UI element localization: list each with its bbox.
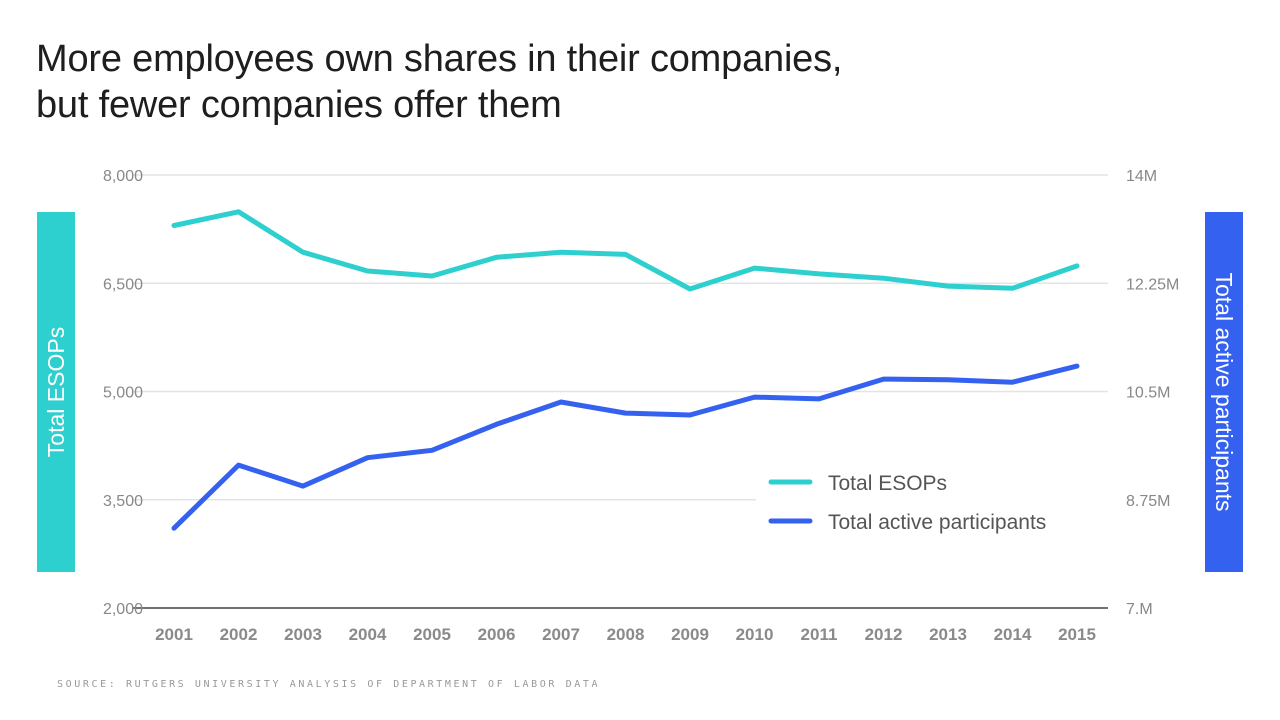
legend-label-participants: Total active participants xyxy=(828,511,1046,534)
left-axis-label-bar xyxy=(37,212,75,572)
series-lines xyxy=(171,209,1080,531)
x-tick-label: 2006 xyxy=(478,625,516,644)
x-tick-label: 2015 xyxy=(1058,625,1096,644)
left-tick-label: 5,000 xyxy=(103,385,143,402)
left-tick-label: 8,000 xyxy=(103,168,143,185)
right-tick-label: 10.5M xyxy=(1126,385,1170,402)
x-tick-label: 2001 xyxy=(155,625,193,644)
x-tick-label: 2010 xyxy=(736,625,774,644)
left-tick-label: 6,500 xyxy=(103,276,143,293)
x-tick-label: 2008 xyxy=(607,625,645,644)
chart-title-line-1: More employees own shares in their compa… xyxy=(36,38,843,80)
x-axis-ticks: 2001 2002 2003 2004 2005 2006 2007 2008 2009 2010… xyxy=(155,625,1096,644)
legend-label-esops: Total ESOPs xyxy=(828,472,947,495)
x-tick-label: 2005 xyxy=(413,625,451,644)
x-tick-label: 2004 xyxy=(349,625,387,644)
chart-title: More employees own shares in their compa… xyxy=(36,36,842,128)
series-line-esops xyxy=(171,209,1080,292)
x-tick-label: 2002 xyxy=(220,625,258,644)
right-tick-label: 12.25M xyxy=(1126,276,1179,293)
left-axis-ticks: 2,000 3,500 5,000 6,500 8,000 xyxy=(103,168,143,618)
left-tick-label: 3,500 xyxy=(103,493,143,510)
source-note: SOURCE: RUTGERS UNIVERSITY ANALYSIS OF D… xyxy=(57,679,601,690)
legend: Total ESOPs Total active participants xyxy=(768,472,1046,534)
x-tick-label: 2012 xyxy=(865,625,903,644)
right-axis-ticks: 7.M 8.75M 10.5M 12.25M 14M xyxy=(1126,168,1179,618)
x-tick-label: 2009 xyxy=(671,625,709,644)
x-tick-label: 2007 xyxy=(542,625,580,644)
x-tick-label: 2003 xyxy=(284,625,322,644)
right-tick-label: 14M xyxy=(1126,168,1157,185)
gridlines xyxy=(132,174,1108,609)
left-tick-label: 2,000 xyxy=(103,601,143,618)
right-axis-label: Total active participants xyxy=(1211,272,1237,511)
left-axis-label: Total ESOPs xyxy=(43,327,69,457)
chart-title-line-2: but fewer companies offer them xyxy=(36,84,562,126)
legend-background xyxy=(756,462,1108,542)
x-tick-label: 2014 xyxy=(994,625,1032,644)
right-tick-label: 7.M xyxy=(1126,601,1153,618)
right-tick-label: 8.75M xyxy=(1126,493,1170,510)
x-tick-label: 2011 xyxy=(801,625,838,644)
right-axis-label-bar xyxy=(1205,212,1243,572)
x-tick-label: 2013 xyxy=(929,625,967,644)
